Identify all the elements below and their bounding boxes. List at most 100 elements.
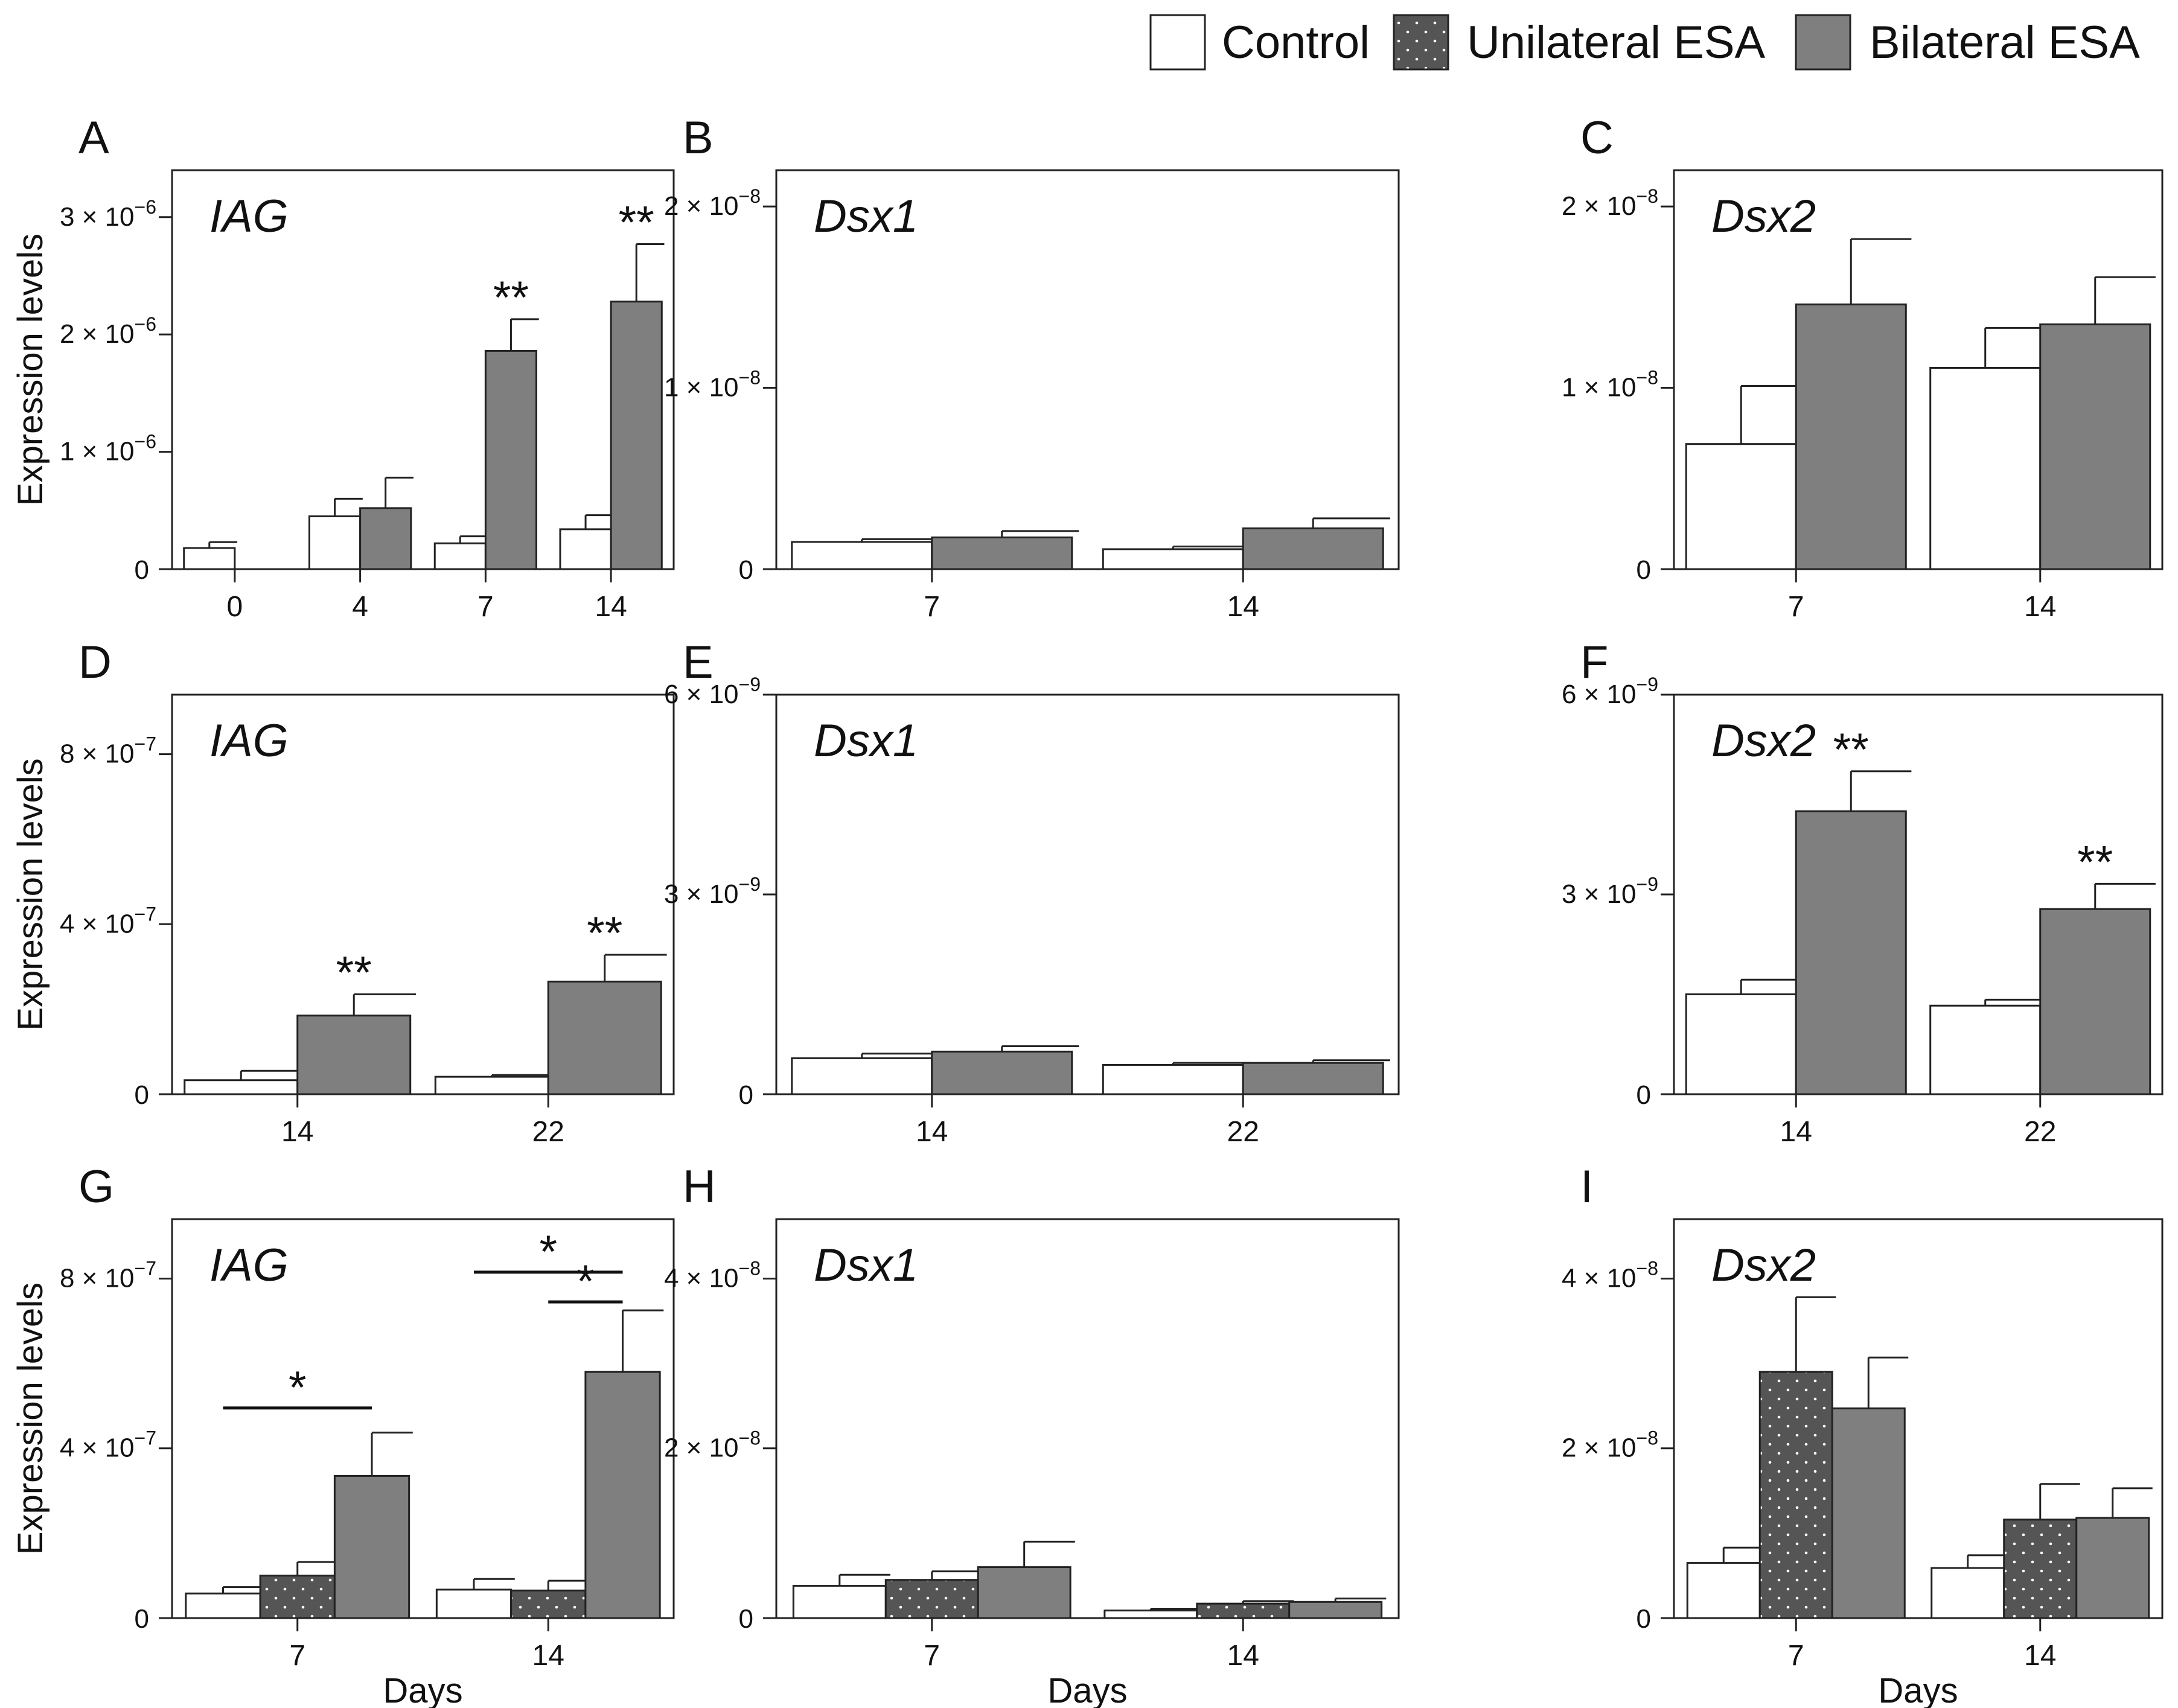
panel-e: E Dsx1 0 3 × 10−9 6 × 10−9 14 22 <box>664 637 1400 1148</box>
bar-bilateral-esa <box>584 1371 661 1619</box>
y-axis-label: Expression levels <box>11 758 50 1030</box>
bar-unilateral-esa <box>2003 1518 2078 1619</box>
bar-unilateral-esa <box>1196 1602 1291 1619</box>
x-tick-label: 22 <box>1227 1116 1259 1148</box>
x-tick-label: 14 <box>2024 591 2056 623</box>
x-tick-label: 14 <box>2024 1640 2056 1672</box>
plot-frame <box>775 169 1400 570</box>
legend-label-bilateral: Bilateral ESA <box>1870 17 2140 68</box>
bar-control <box>791 1057 933 1095</box>
plot-frame <box>775 1218 1400 1619</box>
panel-i: I Dsx2 0 2 × 10−8 4 × 10−8 7 14 Days <box>1562 1161 2164 1708</box>
significance-marker: ** <box>1833 724 1869 776</box>
x-tick-label: 22 <box>532 1116 564 1148</box>
panel-f: F Dsx2 0 3 × 10−9 6 × 10−9 14 22 ** ** <box>1562 637 2164 1148</box>
x-tick-label: 14 <box>281 1116 313 1148</box>
bar-control <box>1685 443 1797 570</box>
bar-control <box>185 1592 261 1619</box>
plot-frame <box>171 1218 675 1619</box>
y-axis-label: Expression levels <box>11 1283 50 1555</box>
legend-swatch-control <box>1149 14 1206 71</box>
bar-control <box>1686 1562 1761 1619</box>
y-tick-label: 0 <box>739 555 753 585</box>
y-tick-label: 0 <box>135 1080 149 1110</box>
y-tick-label: 8 × 10−7 <box>60 1257 156 1293</box>
y-tick-label: 0 <box>1637 1604 1651 1634</box>
x-tick-label: 14 <box>1227 1640 1259 1672</box>
y-tick-label: 1 × 10−6 <box>60 431 156 467</box>
plot-frame <box>171 169 675 570</box>
bar-unilateral-esa <box>1758 1371 1833 1619</box>
bar-bilateral-esa <box>359 507 412 570</box>
y-tick-label: 6 × 10−9 <box>1562 674 1658 709</box>
x-tick-label: 14 <box>1780 1116 1812 1148</box>
significance-marker: * <box>289 1362 307 1413</box>
bar-control <box>1930 1567 2005 1619</box>
gene-title: Dsx1 <box>814 1240 918 1291</box>
bar-control <box>1929 366 2042 570</box>
panel-letter: C <box>1580 112 1614 164</box>
bar-control <box>433 542 487 570</box>
gene-title: Dsx2 <box>1711 191 1816 242</box>
bar-control <box>434 1075 549 1095</box>
y-tick-label: 0 <box>739 1080 753 1110</box>
panel-d: D IAG 0 4 × 10−7 8 × 10−7 Expression levels 14… <box>11 637 675 1148</box>
x-tick-label: 7 <box>924 1640 940 1672</box>
y-tick-label: 2 × 10−8 <box>1562 185 1658 221</box>
y-tick-label: 0 <box>135 1604 149 1634</box>
x-axis-label: Days <box>383 1671 462 1708</box>
gene-title: Dsx1 <box>814 191 918 242</box>
panel-letter: E <box>683 637 714 688</box>
bar-control <box>435 1589 513 1619</box>
gene-title: Dsx2 <box>1711 715 1816 766</box>
y-tick-label: 0 <box>1637 555 1651 585</box>
bar-control <box>792 1585 887 1619</box>
y-tick-label: 3 × 10−6 <box>60 196 156 232</box>
gene-title: Dsx2 <box>1711 1240 1816 1291</box>
gene-title: IAG <box>209 1240 289 1291</box>
bar-control <box>1103 1609 1198 1619</box>
significance-marker: ** <box>493 272 529 323</box>
x-tick-label: 22 <box>2024 1116 2056 1148</box>
bar-bilateral-esa <box>2039 908 2151 1095</box>
significance-marker: ** <box>2077 836 2113 888</box>
bar-bilateral-esa <box>1288 1601 1383 1619</box>
bar-bilateral-esa <box>1795 810 1907 1095</box>
x-tick-label: 14 <box>1227 591 1259 623</box>
plot-frame <box>171 693 675 1095</box>
significance-marker: * <box>576 1256 595 1307</box>
y-tick-label: 2 × 10−8 <box>1562 1427 1658 1463</box>
y-tick-label: 4 × 10−7 <box>60 1427 156 1463</box>
x-tick-label: 7 <box>1788 591 1804 623</box>
bar-bilateral-esa <box>333 1474 410 1619</box>
bar-bilateral-esa <box>1242 1062 1384 1095</box>
bar-bilateral-esa <box>1831 1407 1906 1619</box>
plot-frame <box>1673 169 2164 570</box>
y-tick-label: 3 × 10−9 <box>664 873 761 909</box>
bar-control <box>1102 1063 1244 1095</box>
bar-control <box>1102 548 1244 570</box>
gene-title: IAG <box>209 715 289 766</box>
x-tick-label: 7 <box>924 591 940 623</box>
panel-letter: D <box>78 637 112 688</box>
panel-g: G IAG 0 4 × 10−7 8 × 10−7 Expression levels 7 1… <box>11 1161 675 1708</box>
x-tick-label: 4 <box>352 591 368 623</box>
gene-title: Dsx1 <box>814 715 918 766</box>
y-tick-label: 6 × 10−9 <box>664 674 761 709</box>
bar-control <box>308 515 362 570</box>
bar-bilateral-esa <box>296 1015 412 1095</box>
bar-bilateral-esa <box>977 1566 1071 1619</box>
y-tick-label: 4 × 10−8 <box>664 1257 761 1293</box>
legend-label-control: Control <box>1222 17 1370 68</box>
bar-unilateral-esa <box>884 1579 979 1619</box>
bar-bilateral-esa <box>2075 1517 2150 1619</box>
bar-control <box>1929 1004 2042 1095</box>
panels: A IAG 0 1 × 10−6 2 × 10−6 3 × 10−6 Expression … <box>11 112 2164 1708</box>
legend-swatch-unilateral <box>1393 14 1449 71</box>
panel-letter: B <box>683 112 714 164</box>
panel-letter: F <box>1580 637 1608 688</box>
panel-b: B Dsx1 0 1 × 10−8 2 × 10−8 7 14 <box>664 112 1400 623</box>
y-tick-label: 3 × 10−9 <box>1562 873 1658 909</box>
bar-control <box>791 541 933 570</box>
